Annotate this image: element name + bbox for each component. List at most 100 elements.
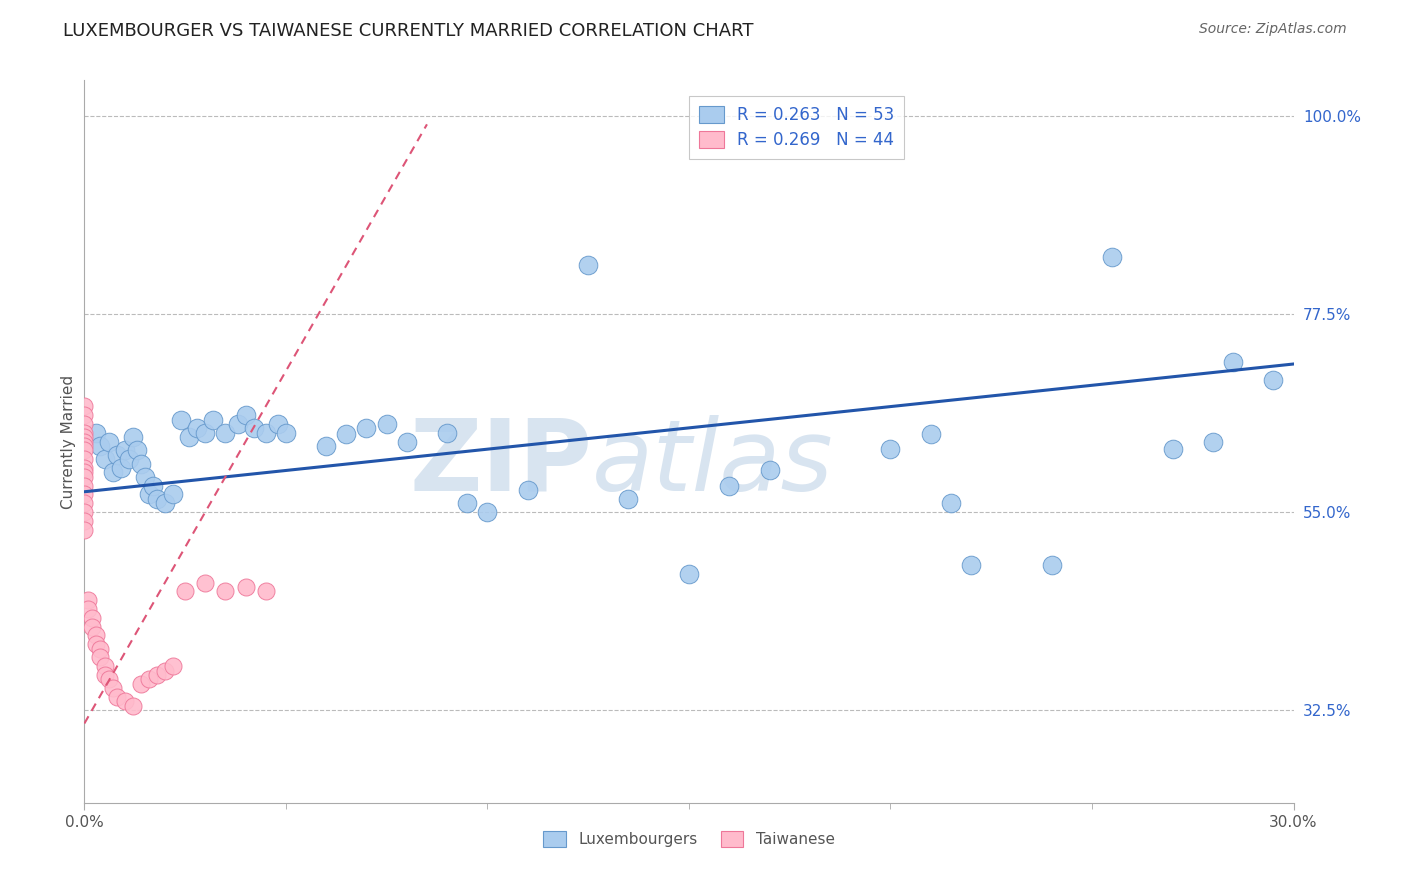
Point (101, 466, 124, 480)
Point (86, 425, 108, 440)
Text: Source: ZipAtlas.com: Source: ZipAtlas.com (1199, 22, 1347, 37)
Point (73, 505, 96, 519)
Point (73, 496, 96, 510)
Point (105, 690, 128, 704)
Point (134, 470, 156, 484)
Point (939, 496, 962, 510)
Point (146, 668, 169, 682)
Point (153, 496, 176, 510)
Point (73, 461, 96, 475)
Point (356, 421, 378, 435)
Point (186, 421, 208, 435)
Point (73, 434, 96, 449)
Point (73, 408, 96, 422)
Point (129, 457, 152, 471)
Point (194, 575, 217, 590)
Point (678, 566, 700, 581)
Point (86, 637, 108, 651)
Point (73, 443, 96, 458)
Point (1202, 434, 1225, 449)
Point (960, 558, 983, 572)
Point (375, 417, 398, 431)
Point (73, 523, 96, 537)
Point (73, 439, 96, 453)
Point (162, 487, 184, 501)
Point (89, 650, 111, 665)
Point (436, 425, 458, 440)
Point (576, 258, 599, 272)
Point (214, 584, 236, 599)
Point (129, 677, 152, 691)
Point (114, 694, 136, 708)
Point (125, 443, 148, 458)
Point (73, 514, 96, 528)
Point (758, 463, 780, 477)
Point (93, 452, 115, 467)
Point (89, 439, 111, 453)
Point (477, 505, 499, 519)
Point (718, 478, 741, 492)
Point (879, 442, 901, 456)
Point (617, 491, 640, 506)
Point (456, 496, 478, 510)
Point (73, 470, 96, 484)
Point (121, 698, 143, 713)
Point (73, 430, 96, 444)
Point (97, 673, 120, 687)
Point (97, 434, 120, 449)
Point (214, 425, 236, 440)
Point (226, 417, 249, 431)
Point (73, 487, 96, 501)
Point (1040, 558, 1063, 572)
Point (114, 443, 136, 458)
Point (73, 417, 96, 431)
Point (153, 664, 176, 678)
Point (174, 584, 197, 599)
Text: LUXEMBOURGER VS TAIWANESE CURRENTLY MARRIED CORRELATION CHART: LUXEMBOURGER VS TAIWANESE CURRENTLY MARR… (63, 22, 754, 40)
Point (101, 681, 124, 696)
Point (73, 399, 96, 413)
Point (82, 611, 104, 625)
Point (235, 580, 257, 594)
Point (1161, 442, 1184, 456)
Point (73, 452, 96, 467)
Point (1101, 250, 1123, 264)
Point (274, 425, 297, 440)
Point (1263, 373, 1285, 387)
Point (179, 430, 201, 444)
Point (315, 439, 337, 453)
Point (516, 483, 538, 497)
Point (242, 421, 264, 435)
Point (73, 466, 96, 480)
Point (202, 412, 225, 426)
Point (335, 427, 357, 442)
Point (82, 619, 104, 633)
Y-axis label: Currently Married: Currently Married (60, 375, 76, 508)
Point (73, 425, 96, 440)
Point (73, 478, 96, 492)
Point (146, 491, 169, 506)
Point (93, 668, 115, 682)
Point (267, 417, 290, 431)
Text: ZIP: ZIP (409, 415, 592, 512)
Point (395, 434, 418, 449)
Point (1222, 355, 1244, 369)
Point (110, 461, 132, 475)
Point (194, 425, 217, 440)
Point (920, 427, 942, 442)
Point (77, 602, 100, 616)
Legend: Luxembourgers, Taiwanese: Luxembourgers, Taiwanese (537, 825, 841, 853)
Point (89, 641, 111, 656)
Point (138, 487, 160, 501)
Point (170, 412, 193, 426)
Point (121, 430, 143, 444)
Point (118, 452, 141, 467)
Point (105, 448, 128, 462)
Point (93, 659, 115, 673)
Point (142, 478, 165, 492)
Point (138, 673, 160, 687)
Point (235, 408, 257, 422)
Point (86, 628, 108, 642)
Point (254, 425, 277, 440)
Point (254, 584, 277, 599)
